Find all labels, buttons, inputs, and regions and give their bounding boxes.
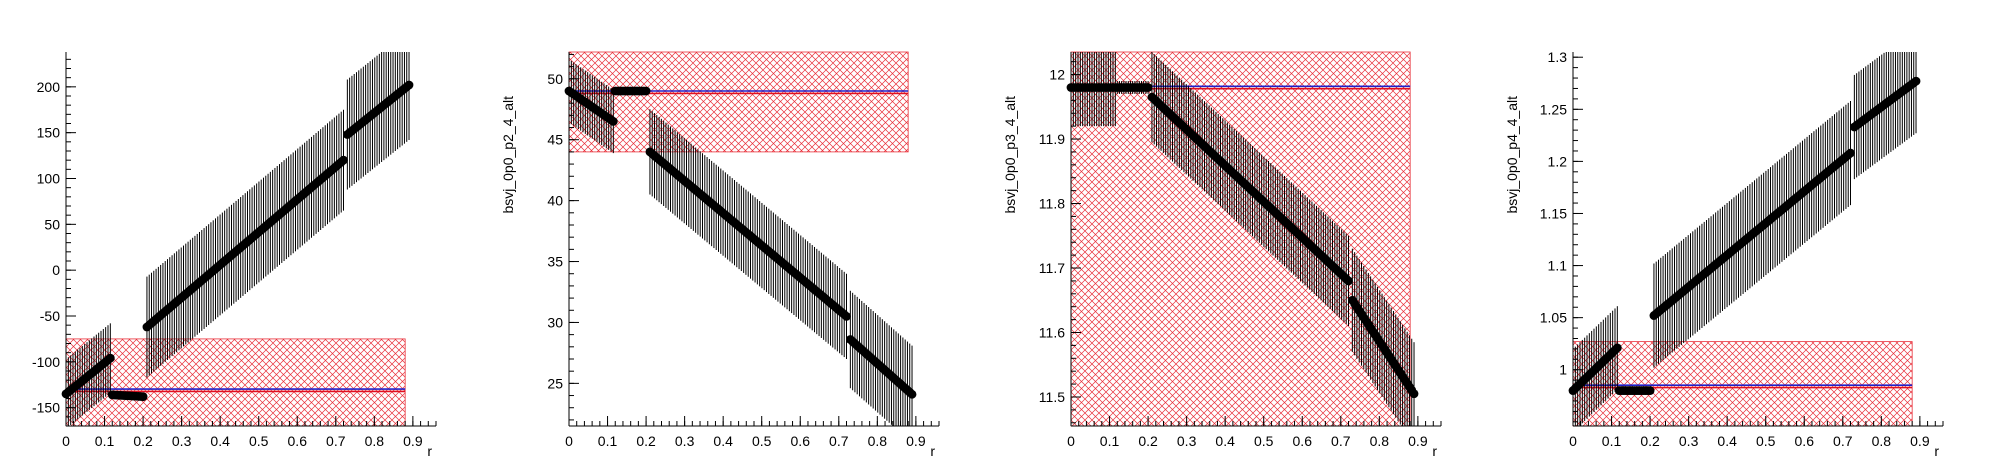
x-tick-label: 0.8 xyxy=(1370,433,1390,449)
y-tick-label: 11.6 xyxy=(1039,325,1065,341)
uncertainty-band xyxy=(1070,51,1411,427)
x-tick-label: 0.5 xyxy=(1756,433,1776,449)
x-tick-label: 0.5 xyxy=(752,433,772,449)
chart-panel-2: 0 0.1 0.2 0.3 0.4 0.5 0.6 0.7 0.8 0.9 25 30 35 40 45 50… xyxy=(500,51,940,459)
y-tick-label: 50 xyxy=(547,71,563,87)
data-point xyxy=(1409,389,1419,399)
x-tick-label: 0.2 xyxy=(1640,433,1660,449)
x-tick-label: 0.2 xyxy=(636,433,656,449)
y-tick-label: -50 xyxy=(40,308,60,324)
x-tick-label: 0.6 xyxy=(1795,433,1815,449)
y-tick-label: 1.15 xyxy=(1540,205,1567,221)
y-tick-label: 25 xyxy=(547,375,563,391)
x-tick-label: 0.5 xyxy=(249,433,269,449)
y-tick-label: 100 xyxy=(37,171,61,187)
y-tick-label: 11.7 xyxy=(1039,260,1065,276)
data-point xyxy=(608,117,618,126)
x-axis-title: r xyxy=(427,443,432,459)
x-tick-label: 0.9 xyxy=(1910,433,1930,449)
x-tick-label: 0.4 xyxy=(1215,433,1235,449)
y-tick-label: 1.3 xyxy=(1548,49,1568,65)
x-tick-label: 0.6 xyxy=(1293,433,1313,449)
y-tick-label: 12 xyxy=(1049,67,1065,83)
data-point xyxy=(1911,76,1921,86)
uncertainty-band xyxy=(1572,341,1913,427)
data-point xyxy=(1612,343,1622,353)
x-tick-label: 0 xyxy=(1067,433,1075,449)
x-tick-label: 0.7 xyxy=(829,433,849,449)
data-point xyxy=(1143,83,1153,92)
data-point xyxy=(404,80,414,90)
x-tick-label: 0.8 xyxy=(1872,433,1892,449)
y-tick-label: 1 xyxy=(1559,362,1567,378)
y-tick-label: 1.2 xyxy=(1548,153,1568,169)
x-tick-label: 0.9 xyxy=(403,433,423,449)
y-tick-label: 30 xyxy=(547,314,563,330)
y-tick-label: 1.25 xyxy=(1540,101,1567,117)
y-tick-label: 35 xyxy=(547,254,563,270)
x-tick-label: 0 xyxy=(62,433,70,449)
x-tick-label: 0 xyxy=(565,433,573,449)
y-tick-label: 200 xyxy=(37,79,61,95)
data-point xyxy=(105,353,115,363)
y-tick-label: 11.8 xyxy=(1039,196,1065,212)
data-point xyxy=(907,389,917,399)
x-tick-label: 0.1 xyxy=(598,433,618,449)
x-axis-title: r xyxy=(930,443,935,459)
x-tick-label: 0.1 xyxy=(95,433,115,449)
x-tick-label: 0.1 xyxy=(1602,433,1622,449)
x-tick-label: 0.3 xyxy=(675,433,695,449)
uncertainty-band xyxy=(568,51,909,153)
data-point xyxy=(339,155,348,165)
x-tick-label: 0.4 xyxy=(210,433,230,449)
y-axis-title: bsvj_0p0_p4_4_alt xyxy=(1504,96,1520,214)
data-point xyxy=(1344,276,1353,286)
y-tick-label: 45 xyxy=(547,132,563,148)
chart-panel-1: 0 0.1 0.2 0.3 0.4 0.5 0.6 0.7 0.8 0.9 -150 -100 -50 0… xyxy=(32,52,437,459)
data-point xyxy=(842,311,851,321)
y-tick-label: 1.05 xyxy=(1540,310,1567,326)
x-tick-label: 0.9 xyxy=(1408,433,1428,449)
x-tick-label: 0.3 xyxy=(172,433,192,449)
x-tick-label: 0.6 xyxy=(288,433,308,449)
x-tick-label: 0 xyxy=(1569,433,1577,449)
x-axis-title: r xyxy=(1432,443,1437,459)
chart-panel-3: 0 0.1 0.2 0.3 0.4 0.5 0.6 0.7 0.8 0.9 11.5 11.6 11.7… xyxy=(1002,51,1442,459)
y-tick-label: 11.5 xyxy=(1039,389,1065,405)
x-tick-label: 0.7 xyxy=(1833,433,1853,449)
y-tick-label: -100 xyxy=(32,354,60,370)
y-axis-title: bsvj_0p0_p3_4_alt xyxy=(1002,96,1018,214)
x-tick-label: 0.3 xyxy=(1679,433,1699,449)
data-point xyxy=(138,392,148,402)
y-tick-label: 11.9 xyxy=(1039,131,1065,147)
x-tick-label: 0.7 xyxy=(326,433,346,449)
x-axis-title: r xyxy=(1934,443,1939,459)
x-tick-label: 0.9 xyxy=(906,433,926,449)
chart-panel-4: 0 0.1 0.2 0.3 0.4 0.5 0.6 0.7 0.8 0.9 1 1.05 1.1 1.15… xyxy=(1504,49,1944,459)
x-tick-label: 0.1 xyxy=(1100,433,1120,449)
data-point xyxy=(641,86,651,96)
x-tick-label: 0.2 xyxy=(1138,433,1158,449)
x-tick-label: 0.4 xyxy=(713,433,733,449)
y-axis-title: bsvj_0p0_p2_4_alt xyxy=(500,96,516,214)
y-tick-label: 0 xyxy=(52,262,60,278)
x-tick-label: 0.7 xyxy=(1331,433,1351,449)
data-point xyxy=(1846,148,1855,158)
y-tick-label: 40 xyxy=(547,193,563,209)
y-tick-label: 1.1 xyxy=(1548,258,1568,274)
y-tick-label: 50 xyxy=(44,216,60,232)
x-tick-label: 0.8 xyxy=(868,433,888,449)
x-tick-label: 0.5 xyxy=(1254,433,1274,449)
y-tick-label: 150 xyxy=(37,125,61,141)
x-tick-label: 0.3 xyxy=(1177,433,1197,449)
y-tick-label: -150 xyxy=(32,400,60,416)
x-tick-label: 0.8 xyxy=(365,433,385,449)
x-tick-label: 0.4 xyxy=(1717,433,1737,449)
data-point xyxy=(1645,386,1655,395)
x-tick-label: 0.6 xyxy=(791,433,811,449)
uncertainty-band xyxy=(65,338,406,427)
x-tick-label: 0.2 xyxy=(133,433,153,449)
